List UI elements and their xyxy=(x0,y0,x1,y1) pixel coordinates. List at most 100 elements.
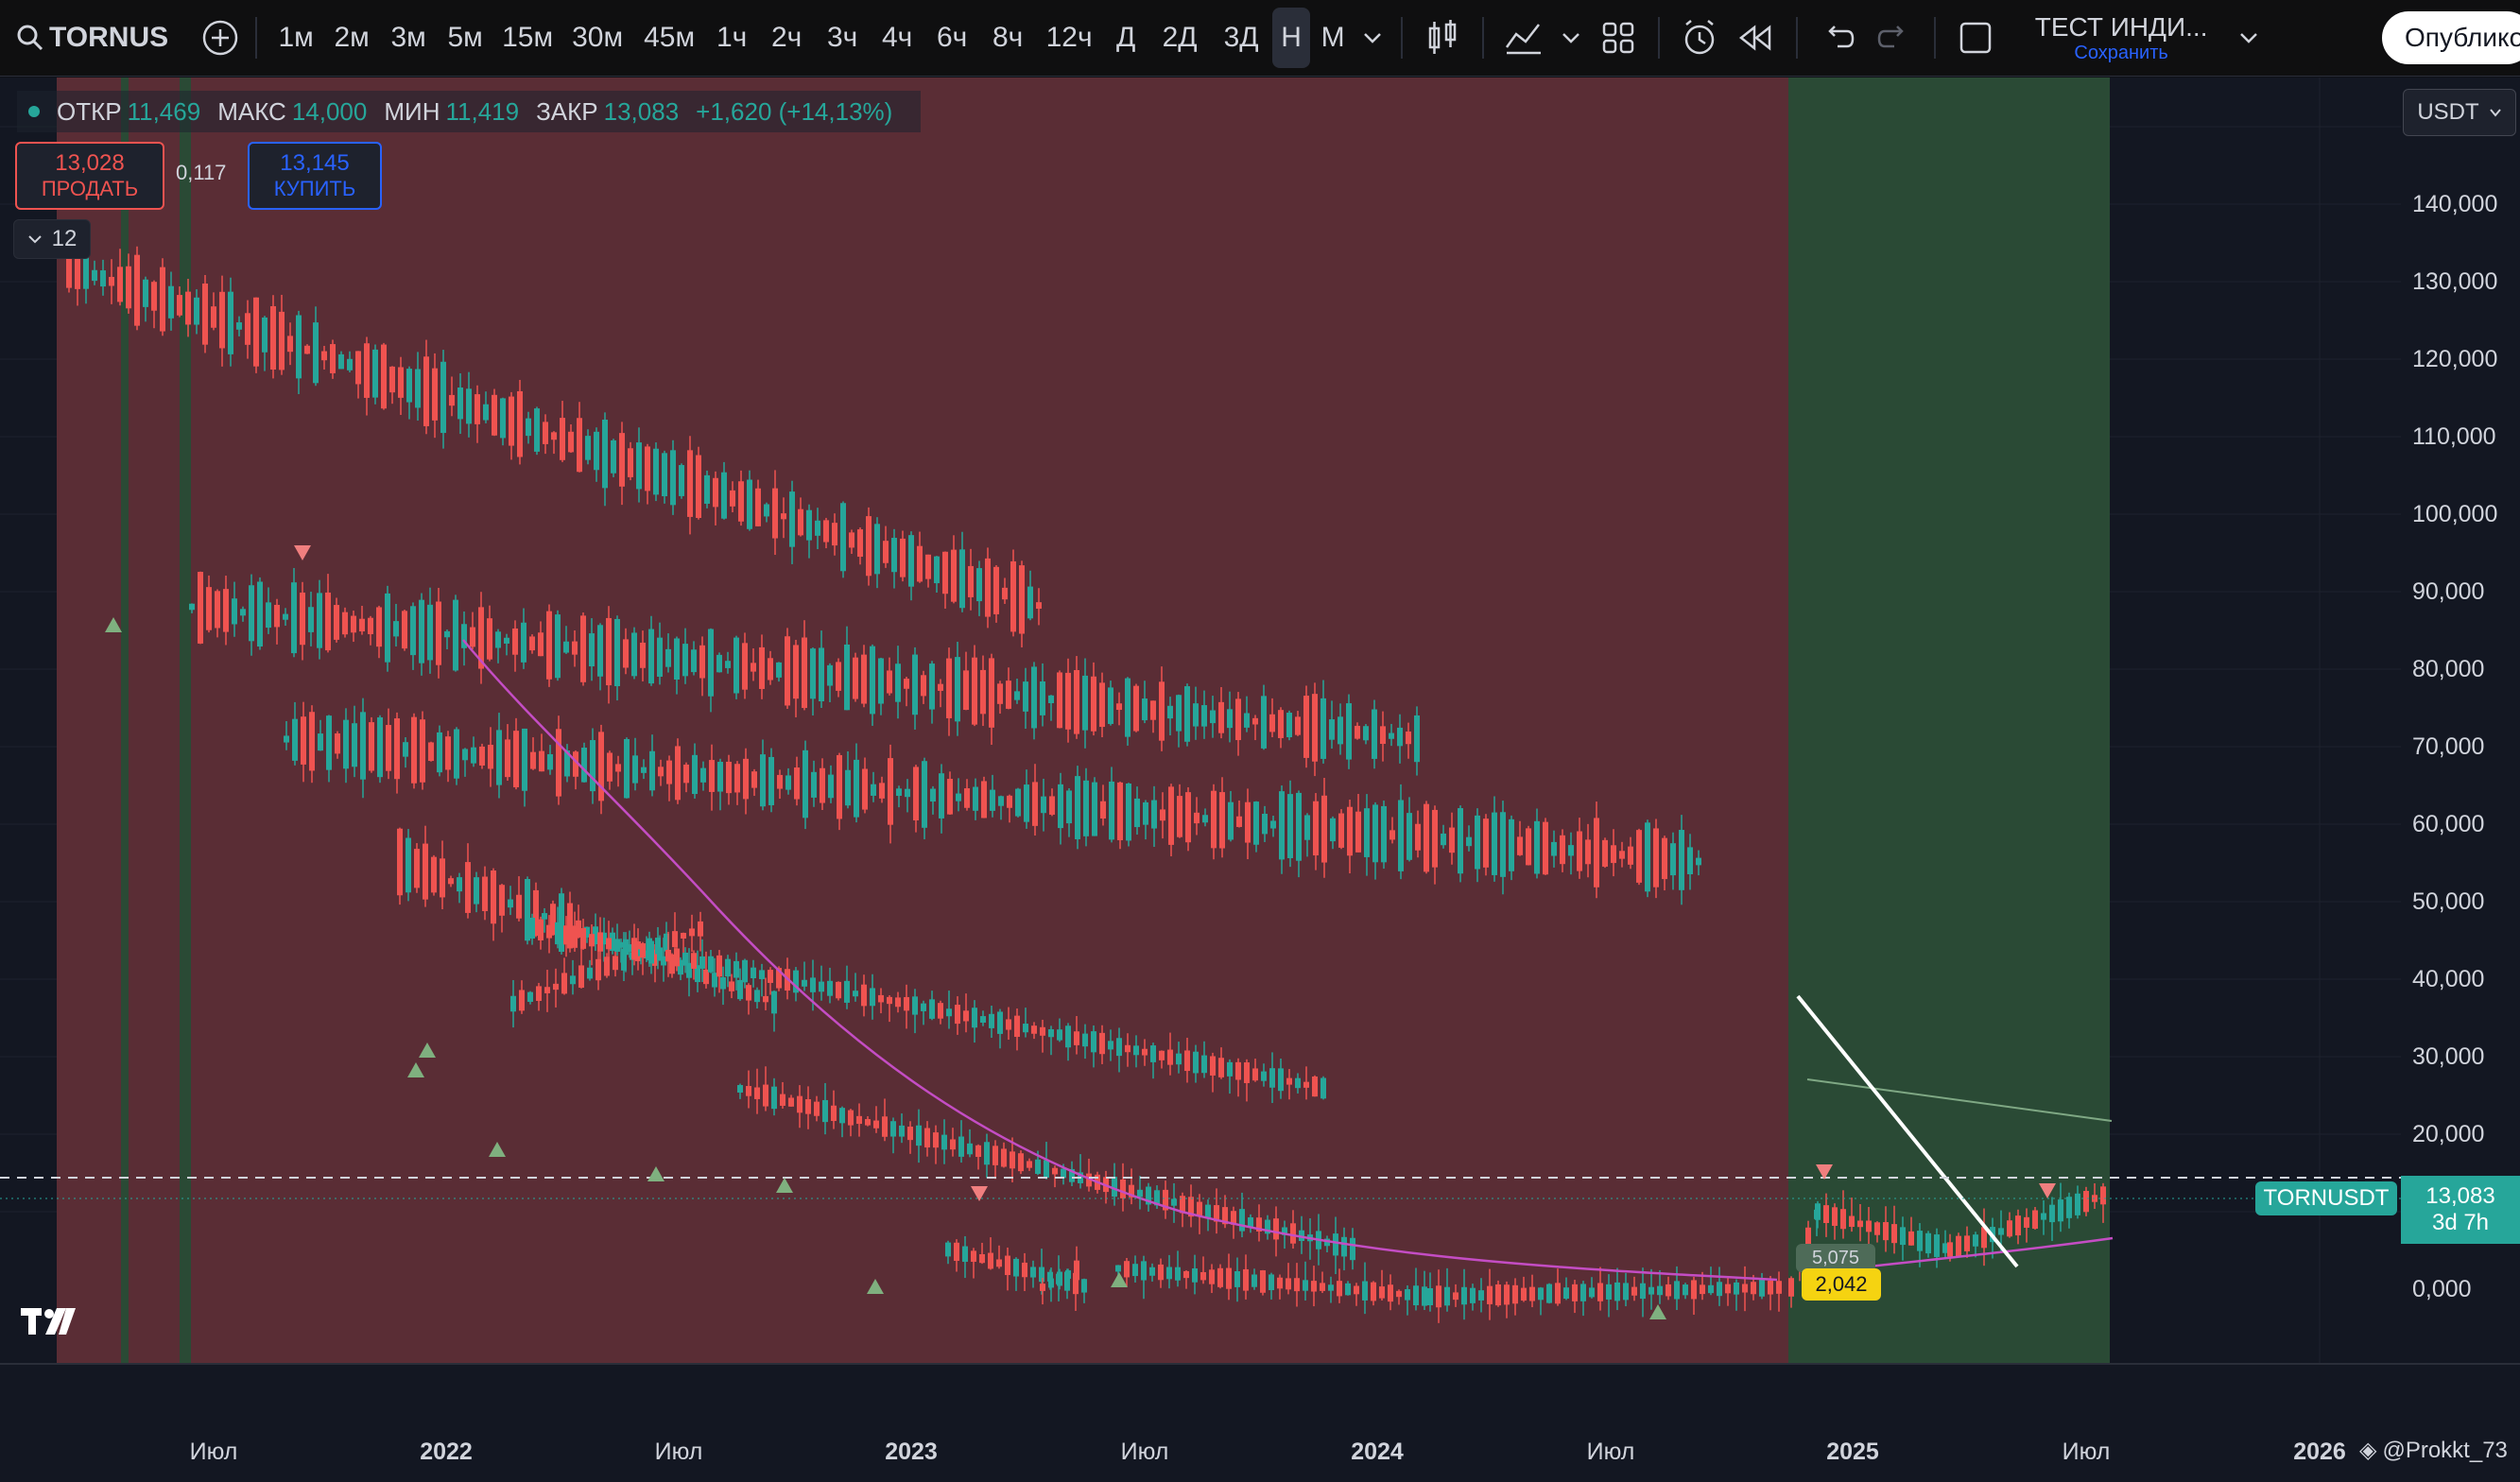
interval-6[interactable]: 30м xyxy=(572,22,624,53)
chevron-down-icon[interactable] xyxy=(1552,8,1590,68)
time-tick-label: 2026 xyxy=(2293,1439,2346,1465)
candle-body xyxy=(857,529,863,558)
candle-body xyxy=(870,988,875,1007)
tradingview-logo[interactable] xyxy=(21,1304,81,1343)
candle-body xyxy=(1248,1216,1253,1228)
candle-body xyxy=(1091,676,1096,732)
candle-body xyxy=(887,670,892,694)
interval-15[interactable]: Д xyxy=(1115,22,1136,53)
candle-body xyxy=(742,643,748,690)
candle-body xyxy=(1010,1151,1015,1169)
candle-body xyxy=(488,744,493,769)
candle-body xyxy=(930,788,936,802)
candle-body xyxy=(874,524,880,575)
interval-5[interactable]: 15м xyxy=(502,22,554,53)
open-value: 11,469 xyxy=(127,96,201,126)
interval-7[interactable]: 45м xyxy=(644,22,696,53)
interval-4[interactable]: 5м xyxy=(447,22,483,53)
interval-19[interactable]: М xyxy=(1320,22,1345,53)
indicators-icon[interactable] xyxy=(1495,8,1552,68)
candle-body xyxy=(963,670,969,711)
indicators-toggle[interactable]: 12 xyxy=(13,219,91,259)
interval-8[interactable]: 1ч xyxy=(716,22,748,53)
candle-body xyxy=(1278,710,1284,738)
candle-body xyxy=(496,730,502,785)
interval-12[interactable]: 6ч xyxy=(936,22,968,53)
currency-select[interactable]: USDT xyxy=(2403,89,2516,136)
candle-body xyxy=(776,662,782,678)
candle-body xyxy=(1311,1281,1317,1292)
interval-11[interactable]: 4ч xyxy=(881,22,913,53)
candle-body xyxy=(92,269,97,282)
candle-body xyxy=(2041,1213,2046,1220)
candle-body xyxy=(1194,812,1200,824)
symbol-name[interactable]: TORNUS xyxy=(49,22,169,53)
interval-14[interactable]: 12ч xyxy=(1045,22,1093,53)
candle-body xyxy=(989,1013,994,1028)
candle-body xyxy=(1563,1287,1569,1300)
layout-name[interactable]: ТЕСТ ИНДИ... Сохранить xyxy=(2017,12,2225,64)
layout-grid-icon[interactable] xyxy=(1590,8,1647,68)
indicators-count: 12 xyxy=(51,226,78,251)
interval-1[interactable]: 1м xyxy=(278,22,314,53)
candle-body xyxy=(1048,1278,1054,1288)
time-axis[interactable]: Июл 2022 Июл 2023 Июл 2024 Июл 2025 Июл 2026 ◈ @P… xyxy=(0,1363,2520,1482)
candle-body xyxy=(945,1242,951,1257)
candle-body xyxy=(1645,822,1650,892)
interval-17[interactable]: 3Д xyxy=(1223,22,1259,53)
sell-button[interactable]: 13,028 ПРОДАТЬ xyxy=(15,142,164,210)
candle-body xyxy=(976,568,982,602)
candle-body xyxy=(742,959,748,983)
alert-clock-icon[interactable] xyxy=(1671,8,1728,68)
fullscreen-square-icon[interactable] xyxy=(1947,8,2004,68)
candles-icon[interactable] xyxy=(1414,8,1471,68)
time-tick-label: Июл xyxy=(1586,1439,1635,1465)
candle-body xyxy=(785,636,790,706)
chevron-down-icon[interactable] xyxy=(1355,8,1389,68)
interval-10[interactable]: 3ч xyxy=(826,22,858,53)
candle-body xyxy=(500,398,506,439)
candle-body xyxy=(1768,1281,1773,1295)
high-label: МАКС xyxy=(217,96,286,126)
candle-body xyxy=(587,967,593,979)
chevron-down-icon[interactable] xyxy=(2225,8,2272,68)
candle-body xyxy=(355,351,361,385)
search-icon[interactable] xyxy=(11,8,49,68)
candle-body xyxy=(905,788,910,798)
candle-body xyxy=(819,647,824,702)
interval-2[interactable]: 2м xyxy=(334,22,370,53)
candle-body xyxy=(573,751,578,777)
candle-body xyxy=(794,767,800,800)
candle-body xyxy=(754,1087,760,1099)
chart-pane[interactable] xyxy=(0,78,2401,1363)
candle-body xyxy=(1041,796,1046,814)
candle-body xyxy=(1577,831,1582,871)
candle-body xyxy=(1296,792,1302,861)
add-symbol-icon[interactable] xyxy=(197,8,244,68)
interval-18[interactable]: Н xyxy=(1272,8,1311,68)
candle-body xyxy=(505,739,510,778)
price-axis[interactable]: 140,000 130,000 120,000 110,000 100,000 90,00… xyxy=(2401,78,2520,1363)
candle-body xyxy=(440,361,446,434)
buy-button[interactable]: 13,145 КУПИТЬ xyxy=(248,142,382,210)
candle-body xyxy=(1141,1261,1147,1281)
candle-body xyxy=(1074,1260,1079,1281)
candle-body xyxy=(406,369,412,403)
interval-16[interactable]: 2Д xyxy=(1162,22,1198,53)
candle-body xyxy=(1022,1262,1027,1278)
interval-3[interactable]: 3м xyxy=(390,22,426,53)
publish-button[interactable]: Опублико xyxy=(2382,11,2520,64)
redo-icon[interactable] xyxy=(1866,8,1923,68)
candle-body xyxy=(962,1246,968,1263)
candle-body xyxy=(1303,1081,1309,1088)
replay-icon[interactable] xyxy=(1728,8,1785,68)
undo-icon[interactable] xyxy=(1809,8,1866,68)
candle-body xyxy=(1441,833,1446,846)
candle-body xyxy=(397,828,403,896)
candle-body xyxy=(1294,1278,1300,1292)
interval-9[interactable]: 2ч xyxy=(770,22,803,53)
candle-body xyxy=(1211,790,1217,849)
time-tick-label: Июл xyxy=(189,1439,238,1465)
candle-body xyxy=(1585,839,1591,865)
interval-13[interactable]: 8ч xyxy=(992,22,1024,53)
